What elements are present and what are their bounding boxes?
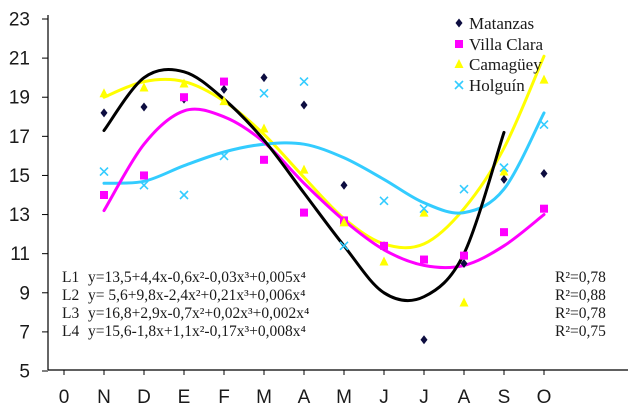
x-tick-label: N <box>97 387 111 408</box>
equation-label: L2 <box>62 287 79 304</box>
data-point-triangle <box>339 217 349 227</box>
data-point-x <box>219 151 229 161</box>
data-point-diamond <box>420 335 428 345</box>
equation-formula: y=15,6-1,8x+1,1x²-0,17x³+0,008x⁴ <box>88 323 306 340</box>
equation-formula: y=16,8+2,9x-0,7x²+0,02x³+0,002x⁴ <box>88 305 309 322</box>
legend-label: Holguín <box>469 76 525 95</box>
x-tick-label: A <box>458 387 471 408</box>
x-tick-label: O <box>537 387 552 408</box>
x-axis-ticks: 0 N D E F M A M J J A S O <box>59 370 552 408</box>
data-point-diamond <box>300 100 308 110</box>
y-tick-label: 17 <box>9 127 30 148</box>
equation-formula: y=13,5+4,4x-0,6x²-0,03x³+0,005x⁴ <box>88 269 306 286</box>
data-point-x <box>139 180 149 190</box>
data-point-square <box>300 208 308 217</box>
data-point-x <box>499 163 509 173</box>
data-point-triangle <box>99 88 109 98</box>
data-point-diamond <box>100 108 108 118</box>
x-tick-label: M <box>336 387 352 408</box>
x-tick-label: 0 <box>59 387 70 408</box>
data-markers <box>99 73 549 345</box>
data-point-square <box>180 93 188 102</box>
y-tick-label: 5 <box>19 362 30 383</box>
legend-label: Villa Clara <box>469 35 543 54</box>
legend-marker-diamond <box>455 18 463 28</box>
y-axis-ticks: 5 7 9 11 13 15 17 19 21 23 <box>9 10 48 383</box>
x-tick-label: M <box>256 387 272 408</box>
data-point-x <box>539 120 549 130</box>
equation-label: L1 <box>62 269 79 286</box>
x-tick-label: D <box>137 387 151 408</box>
data-point-triangle <box>379 256 389 266</box>
data-point-square <box>220 77 228 86</box>
x-tick-label: A <box>298 387 311 408</box>
y-tick-label: 11 <box>10 244 30 265</box>
equation-label: L3 <box>62 305 79 322</box>
data-point-diamond <box>260 73 268 83</box>
data-point-x <box>179 190 189 200</box>
y-tick-label: 19 <box>9 88 30 109</box>
y-tick-label: 15 <box>9 166 30 187</box>
data-point-triangle <box>459 297 469 307</box>
data-point-triangle <box>419 207 429 217</box>
data-point-diamond <box>540 168 548 178</box>
x-tick-label: J <box>419 387 429 408</box>
plot-area: 5 7 9 11 13 15 17 19 21 23 0 N D E F M A M J J A S O <box>9 10 628 408</box>
y-tick-label: 23 <box>9 10 30 31</box>
data-point-diamond <box>220 84 228 94</box>
data-point-square <box>540 204 548 213</box>
data-point-x <box>379 196 389 206</box>
data-point-x <box>99 166 109 177</box>
data-point-square <box>100 191 108 199</box>
legend-marker-triangle <box>454 59 464 68</box>
equation-r2: R²=0,75 <box>555 323 606 340</box>
x-tick-label: S <box>498 387 511 408</box>
data-point-triangle <box>219 96 229 106</box>
data-point-square <box>500 228 508 237</box>
data-point-diamond <box>140 102 148 112</box>
y-tick-label: 13 <box>9 205 30 226</box>
x-tick-label: J <box>379 387 389 408</box>
data-point-x <box>459 184 469 194</box>
equation-label: L4 <box>62 323 79 340</box>
y-tick-label: 21 <box>9 49 30 70</box>
legend-marker-square <box>455 40 463 48</box>
x-tick-label: E <box>178 387 191 408</box>
data-point-x <box>339 241 349 251</box>
data-point-x <box>299 77 309 87</box>
equation-r2: R²=0,78 <box>555 269 606 286</box>
data-point-square <box>420 255 428 264</box>
data-point-square <box>460 251 468 260</box>
equation-formula: y= 5,6+9,8x-2,4x²+0,21x³+0,006x⁴ <box>88 287 306 304</box>
data-point-square <box>380 241 388 250</box>
data-point-triangle <box>299 164 309 174</box>
data-point-diamond <box>500 174 508 184</box>
legend-label: Matanzas <box>469 14 534 33</box>
data-point-triangle <box>179 78 189 88</box>
x-tick-label: F <box>218 387 230 408</box>
trend-curve-0 <box>102 68 506 303</box>
legend-marker-x <box>454 80 464 90</box>
equation-r2: R²=0,88 <box>555 287 606 304</box>
data-point-diamond <box>460 258 468 268</box>
data-point-square <box>260 155 268 164</box>
legend-label: Camagüey <box>469 55 542 74</box>
equations-block: L1 y=13,5+4,4x-0,6x²-0,03x³+0,005x⁴ R²=0,7… <box>62 269 606 340</box>
data-point-triangle <box>139 82 149 92</box>
data-point-x <box>259 88 269 98</box>
equation-r2: R²=0,78 <box>555 305 606 322</box>
data-point-triangle <box>499 166 509 176</box>
y-tick-label: 9 <box>19 283 30 304</box>
data-point-triangle <box>259 123 269 133</box>
data-point-x <box>419 204 429 214</box>
trend-curve-3 <box>102 111 546 215</box>
data-point-triangle <box>539 74 549 84</box>
data-point-diamond <box>340 180 348 190</box>
data-point-square <box>140 171 148 180</box>
y-tick-label: 7 <box>19 322 30 343</box>
